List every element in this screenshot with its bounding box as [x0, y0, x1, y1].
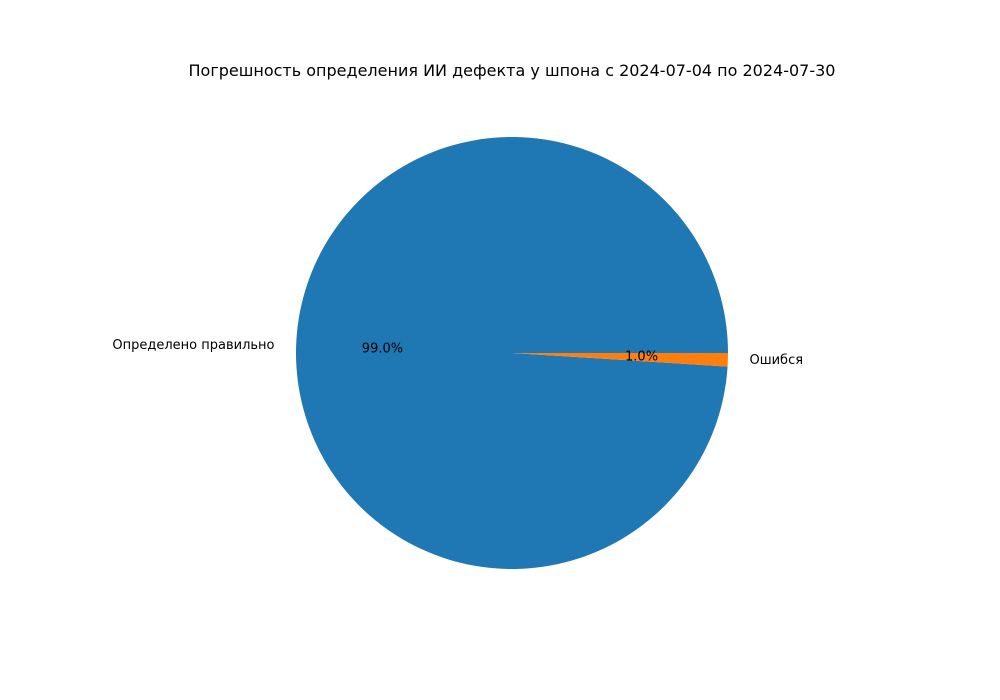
- chart-title: Погрешность определения ИИ дефекта у шпо…: [189, 61, 836, 80]
- pie-category-label-1: Ошибся: [749, 353, 803, 368]
- pie-slice-0: [295, 137, 728, 570]
- pie-labels: 99.0% Определено правильно 1.0% Ошибся: [112, 338, 803, 368]
- pie-category-label-0: Определено правильно: [112, 338, 274, 353]
- pie-slice-1: [512, 353, 728, 367]
- pie-percent-label-0: 99.0%: [362, 341, 403, 356]
- pie-percent-label-1: 1.0%: [625, 350, 658, 365]
- pie-slices: [295, 137, 728, 570]
